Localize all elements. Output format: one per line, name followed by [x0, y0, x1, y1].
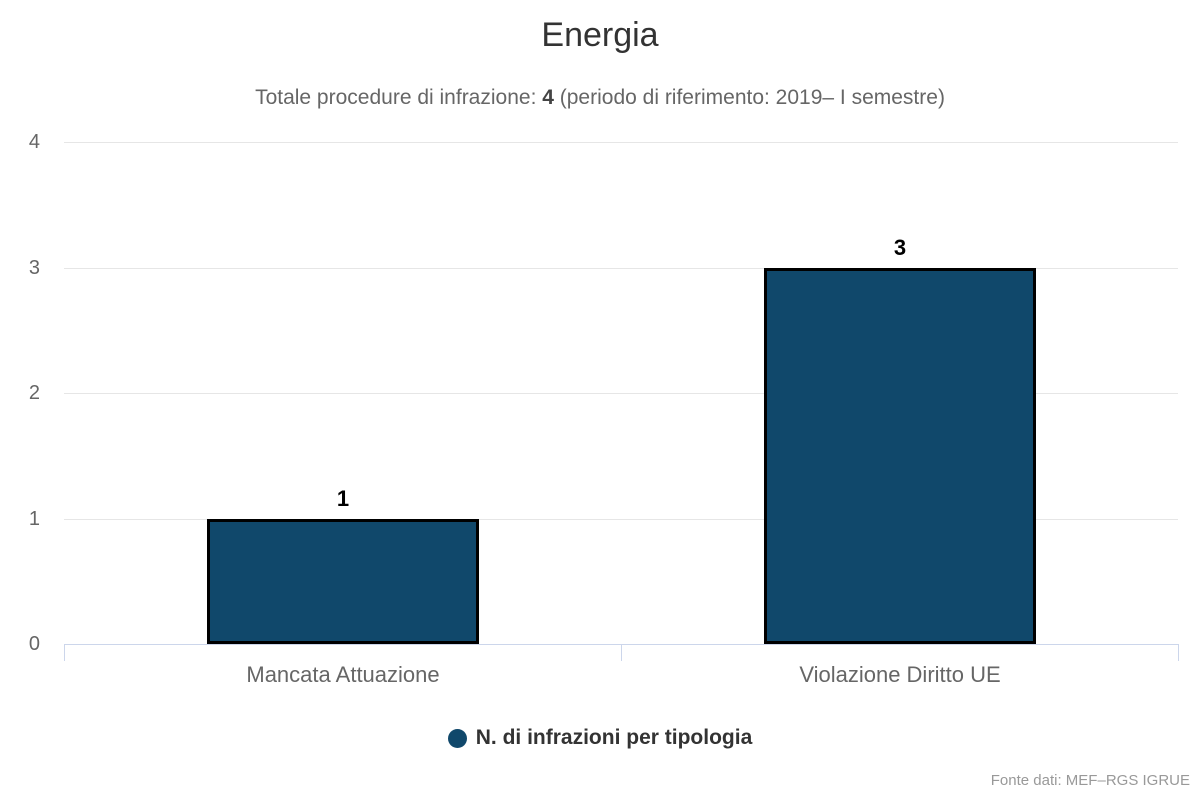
bar-data-label: 1	[336, 486, 350, 511]
bar-2[interactable]	[764, 268, 1036, 644]
x-axis-tick-mark	[1178, 644, 1179, 661]
credits-link[interactable]: Fonte dati: MEF–RGS IGRUE	[990, 772, 1190, 789]
y-axis-tick-label: 3	[28, 257, 40, 279]
y-gridline	[64, 142, 1178, 143]
y-gridline	[64, 268, 1178, 269]
subtitle-total: 4	[542, 86, 554, 109]
x-axis-tick-mark	[64, 644, 65, 661]
legend-item[interactable]: N. di infrazioni per tipologia	[0, 726, 1200, 750]
x-axis-tick-mark	[621, 644, 622, 661]
y-gridline	[64, 519, 1178, 520]
chart-title: Energia	[541, 16, 659, 54]
subtitle-suffix: (periodo di riferimento: 2019– I semestr…	[553, 86, 945, 109]
legend-label: N. di infrazioni per tipologia	[475, 726, 753, 749]
chart-subtitle: Totale procedure di infrazione: 4 (perio…	[0, 86, 1200, 110]
y-axis-tick-label: 2	[28, 382, 40, 404]
subtitle-prefix: Totale procedure di infrazione:	[255, 86, 543, 109]
x-axis-category-label: Violazione Diritto UE	[799, 662, 1001, 687]
bar-1[interactable]	[207, 519, 479, 644]
y-axis-tick-label: 4	[28, 131, 40, 153]
x-axis-category-label: Mancata Attuazione	[246, 662, 440, 687]
y-axis-tick-label: 0	[28, 633, 40, 655]
y-gridline	[64, 393, 1178, 394]
y-axis-tick-label: 1	[28, 508, 40, 530]
bar-data-label: 3	[893, 235, 907, 260]
legend-marker-circle	[447, 728, 467, 748]
